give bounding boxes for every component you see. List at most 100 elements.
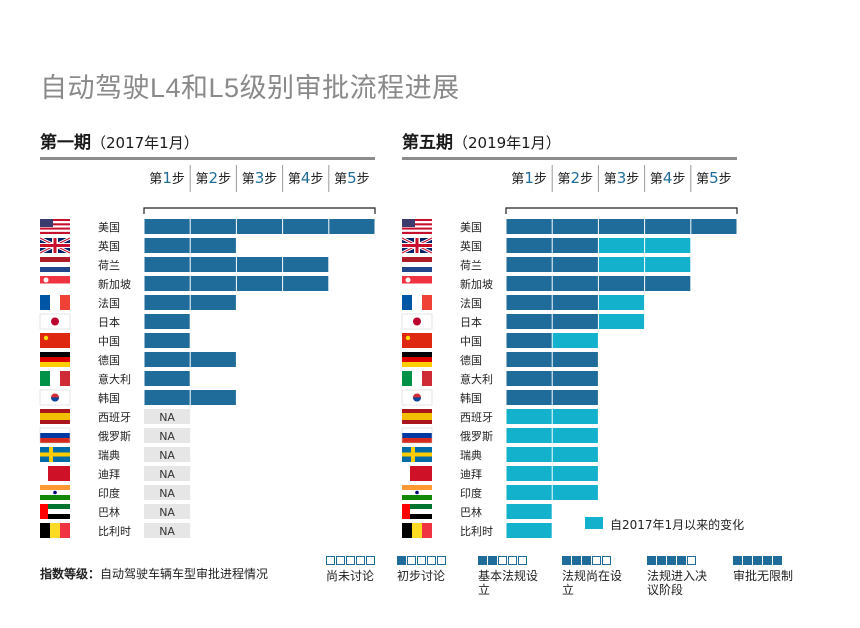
level-cell <box>582 556 591 565</box>
flag-icon <box>40 352 70 367</box>
flag-icon <box>401 427 433 444</box>
bar-segment-change <box>552 333 598 348</box>
flag-icon <box>40 276 70 291</box>
bar-segment <box>144 276 190 291</box>
level-cell <box>763 556 772 565</box>
country-label: 巴林 <box>98 505 120 519</box>
bar-segment <box>506 333 552 348</box>
country-label: 俄罗斯 <box>460 430 493 443</box>
bar-segment <box>552 314 598 329</box>
flag-icon <box>402 352 432 367</box>
country-label: 比利时 <box>460 525 493 538</box>
bar-segment <box>190 257 236 272</box>
bar-segment-change <box>598 295 645 310</box>
flag-icon <box>402 466 432 481</box>
level-cell <box>366 556 375 565</box>
flag-icon <box>40 504 70 519</box>
bar-segment <box>144 314 190 329</box>
flag-icon <box>39 236 71 255</box>
index-level-caption: 指数等级：自动驾驶车辆车型审批进程情况 <box>40 565 268 582</box>
na-cell <box>144 504 191 519</box>
bar-segment <box>190 295 236 310</box>
country-label: 英国 <box>98 239 120 253</box>
bar-segment-change <box>506 409 552 424</box>
flag-icon <box>401 389 433 406</box>
level-boxes <box>647 556 697 565</box>
bar-segment <box>329 219 375 234</box>
country-label: 中国 <box>98 335 120 348</box>
flag-icon <box>40 466 70 481</box>
flag-icon <box>39 389 71 406</box>
level-cell <box>562 556 571 565</box>
na-label: NA <box>159 411 175 424</box>
level-cell <box>397 556 406 565</box>
bar-segment <box>506 390 552 405</box>
level-label: 尚未讨论 <box>326 569 375 583</box>
flag-icon <box>40 485 70 500</box>
bar-segment <box>506 219 552 234</box>
level-cell <box>407 556 416 565</box>
bar-segment <box>506 257 552 272</box>
flag-icon <box>402 485 432 500</box>
country-label: 英国 <box>460 239 482 253</box>
country-label: 迪拜 <box>98 468 120 481</box>
country-label: 韩国 <box>98 391 120 405</box>
right-section-date: （2019年1月） <box>453 134 561 152</box>
right-section-rule <box>402 157 737 160</box>
bar-segment <box>552 276 598 291</box>
na-label: NA <box>159 506 175 519</box>
flag-icon <box>40 333 70 348</box>
bar-segment-change <box>552 409 598 424</box>
level-boxes <box>478 556 528 565</box>
level-label: 法规尚在设立 <box>562 569 623 597</box>
level-boxes <box>733 556 783 565</box>
level-cell <box>657 556 666 565</box>
bar-segment-change <box>506 428 552 443</box>
bar-segment-change <box>598 238 645 253</box>
step-label: 第3步 <box>604 169 640 187</box>
level-cell <box>592 556 601 565</box>
bar-segment <box>144 333 190 348</box>
flag-icon <box>402 333 432 348</box>
flag-icon <box>402 371 432 386</box>
right-section-title: 第五期（2019年1月） <box>402 128 561 153</box>
change-legend-swatch <box>585 517 603 529</box>
step-label: 第3步 <box>242 169 278 187</box>
level-cell <box>427 556 436 565</box>
country-label: 美国 <box>460 221 482 234</box>
bar-segment <box>552 219 598 234</box>
country-label: 美国 <box>98 221 120 234</box>
level-boxes <box>326 556 376 565</box>
country-label: 法国 <box>460 296 482 310</box>
flag-icon <box>39 427 71 444</box>
level-cell <box>488 556 497 565</box>
page-title: 自动驾驶L4和L5级别审批流程进展 <box>40 73 460 103</box>
level-cell <box>743 556 752 565</box>
bar-segment <box>506 295 552 310</box>
flag-icon <box>39 313 71 330</box>
bar-segment <box>552 257 598 272</box>
level-cell <box>498 556 507 565</box>
level-cell <box>572 556 581 565</box>
level-label: 法规进入决议阶段 <box>647 569 708 597</box>
bar-segment <box>144 238 190 253</box>
bar-segment <box>598 276 645 291</box>
flag-icon <box>402 409 432 424</box>
bar-segment <box>190 238 236 253</box>
na-label: NA <box>159 525 175 538</box>
country-label: 瑞典 <box>98 448 120 462</box>
country-label: 日本 <box>98 315 120 329</box>
bar-segment <box>190 276 236 291</box>
level-cell <box>356 556 365 565</box>
level-cell <box>677 556 686 565</box>
na-cell <box>144 523 191 538</box>
bar-segment <box>506 371 552 386</box>
step-label: 第4步 <box>288 169 324 187</box>
bar-segment-change <box>552 485 598 500</box>
bar-segment <box>190 390 236 405</box>
step-label: 第1步 <box>511 169 547 187</box>
na-cell <box>144 428 191 443</box>
country-label: 瑞典 <box>460 448 482 462</box>
flag-icon <box>40 219 70 234</box>
